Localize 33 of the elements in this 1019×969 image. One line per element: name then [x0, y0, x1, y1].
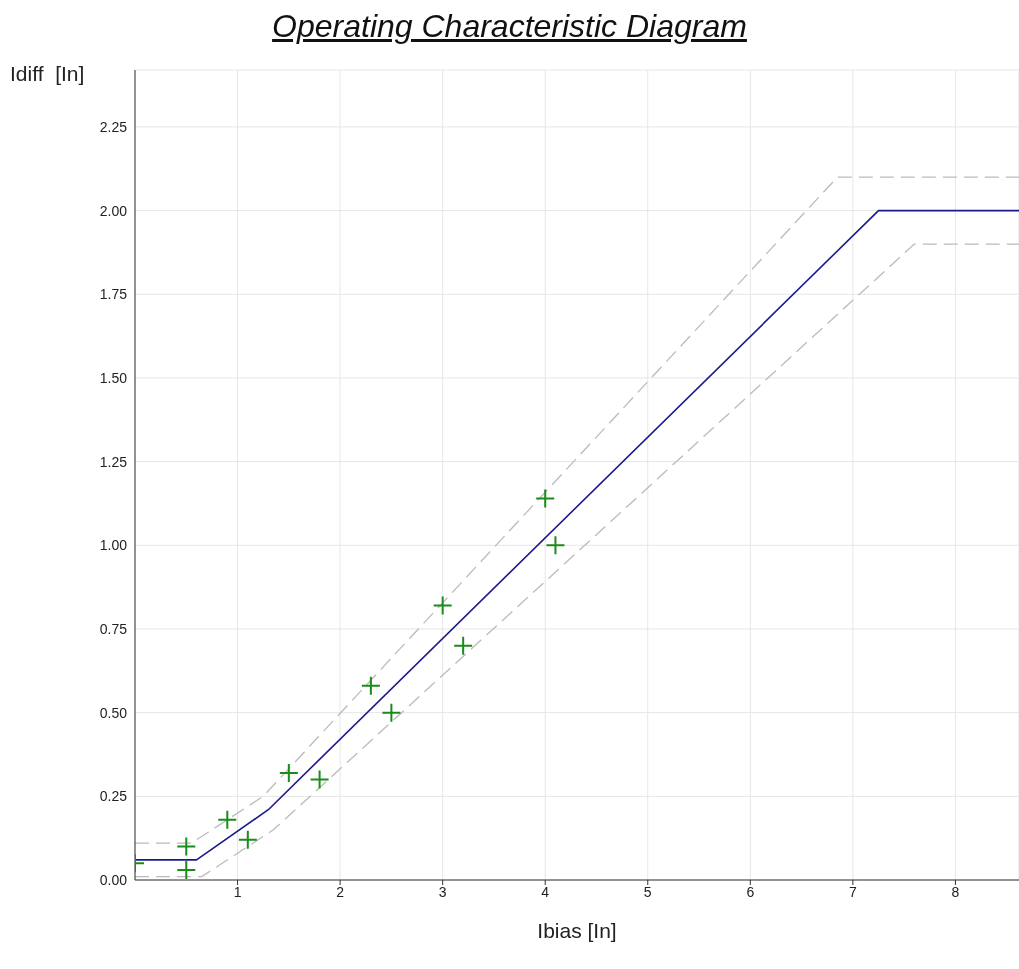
x-tick-label: 7 [848, 883, 857, 900]
y-tick-label: 1.00 [99, 537, 128, 554]
y-tick-label: 0.50 [99, 704, 128, 721]
point [176, 859, 197, 880]
chart-title: Operating Characteristic Diagram [271, 8, 748, 45]
x-axis-title: Ibias [In] [537, 919, 617, 942]
point [545, 535, 566, 556]
y-tick-label: 1.75 [99, 286, 128, 303]
x-tick-label: 8 [951, 883, 960, 900]
point [381, 702, 402, 723]
y-tick-label: 2.25 [99, 118, 128, 135]
point [535, 488, 556, 509]
x-tick-label: 1 [233, 883, 242, 900]
y-axis-title: Idiff [In] [10, 62, 85, 86]
y-tick-label: 1.50 [99, 369, 128, 386]
x-tick-label: 6 [746, 883, 755, 900]
point [432, 595, 453, 616]
point [360, 675, 381, 696]
point [453, 635, 474, 656]
point [237, 829, 258, 850]
y-tick-label: 0.75 [99, 620, 128, 637]
point [217, 809, 238, 830]
point [309, 769, 330, 790]
point [278, 762, 299, 783]
y-tick-label: 0.00 [99, 871, 128, 888]
y-tick-label: 0.25 [99, 788, 128, 805]
y-tick-label: 1.25 [99, 453, 128, 470]
point [176, 836, 197, 857]
x-tick-label: 4 [541, 883, 550, 900]
x-tick-label: 2 [336, 883, 345, 900]
x-tick-label: 5 [643, 883, 652, 900]
x-tick-label: 3 [438, 883, 447, 900]
y-tick-label: 2.00 [99, 202, 128, 219]
